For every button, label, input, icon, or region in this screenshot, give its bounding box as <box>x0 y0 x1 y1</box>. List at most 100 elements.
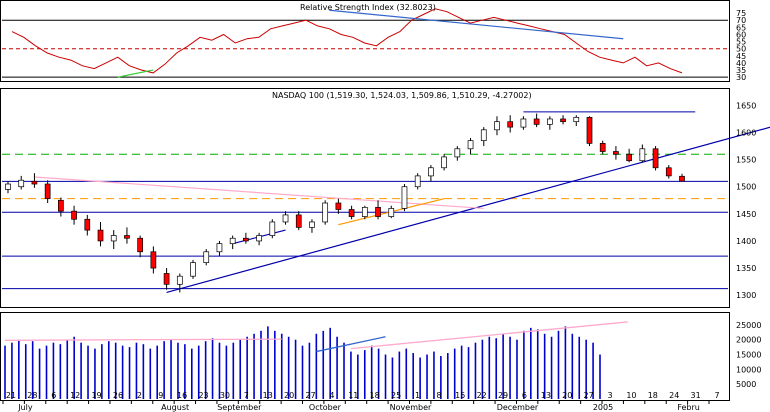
x-day-label: 15 <box>455 391 465 400</box>
candle-body <box>467 140 474 150</box>
candle-body <box>679 175 685 182</box>
candle-body <box>282 214 289 223</box>
candle-body <box>401 186 408 209</box>
price-ytick-label: 1550 <box>736 156 756 165</box>
x-day-label: 13 <box>263 391 273 400</box>
candle-body <box>361 206 368 217</box>
x-day-label: 20 <box>562 391 572 400</box>
x-day-label: 26 <box>113 391 123 400</box>
rsi-trendline-0 <box>329 9 624 40</box>
x-day-label: 18 <box>370 391 380 400</box>
x-day-label: 9 <box>158 391 163 400</box>
x-month-label: August <box>161 403 189 412</box>
x-month-label: October <box>309 403 342 412</box>
rsi-ytick-label: 45 <box>736 52 746 61</box>
candle-body <box>414 175 421 188</box>
x-day-label: 3 <box>607 391 612 400</box>
volume-trendline-2 <box>316 336 386 353</box>
candle-body <box>560 118 566 123</box>
candle-body <box>441 156 447 169</box>
candle-body <box>613 151 619 155</box>
candle-body <box>256 235 262 242</box>
x-month-label: November <box>390 403 432 412</box>
candle-body <box>573 116 580 123</box>
x-day-label: 7 <box>714 391 719 400</box>
rsi-trendline-1 <box>117 69 154 78</box>
candle-body <box>190 262 196 277</box>
x-day-label: 11 <box>348 391 358 400</box>
x-month-label: December <box>497 403 539 412</box>
x-day-label: 7 <box>244 391 249 400</box>
candle-body <box>5 183 11 190</box>
volume-panel-frame <box>0 312 730 401</box>
rsi-ytick-label: 30 <box>736 73 746 82</box>
candle-body <box>44 183 51 200</box>
candle-body <box>124 235 130 239</box>
price-trendline-0 <box>166 126 770 294</box>
candle-body <box>18 179 25 188</box>
volume-trendline-1 <box>350 321 628 350</box>
candle-body <box>269 221 276 236</box>
x-month-label: September <box>217 403 262 412</box>
candle-body <box>652 148 659 169</box>
x-axis: 21 28 6 12 19 26 2 9 16 23 30 7 13 20 27 4 11 18 25 1 8 15 22 2… <box>2 391 720 412</box>
x-day-label: 22 <box>477 391 487 400</box>
candle-body <box>309 221 315 228</box>
candle-body <box>71 210 77 220</box>
candle-body <box>546 118 553 125</box>
rsi-ytick-label: 40 <box>736 59 746 68</box>
x-day-label: 23 <box>198 391 208 400</box>
x-day-label: 27 <box>584 391 594 400</box>
candle-body <box>163 273 170 285</box>
candle-body <box>533 118 540 125</box>
volume-ytick-label: 10000 <box>736 365 761 374</box>
x-day-label: 24 <box>669 391 679 400</box>
candle-body <box>84 218 91 231</box>
price-panel: 1650 1600 1550 1500 1450 1400 1350 1300 <box>2 101 770 300</box>
x-day-label: 2 <box>137 391 142 400</box>
candle-body <box>507 121 514 128</box>
candle-body <box>243 237 249 242</box>
rsi-title: Relative Strength Index (32.8023) <box>300 3 436 12</box>
x-month-label: July <box>17 403 33 412</box>
candle-body <box>216 243 223 253</box>
x-day-label: 19 <box>91 391 101 400</box>
rsi-panel-frame <box>0 0 730 82</box>
x-month-label: Febru <box>677 403 700 412</box>
x-day-label: 29 <box>498 391 508 400</box>
x-day-label: 1 <box>415 391 420 400</box>
candle-body <box>295 214 302 228</box>
candle-body <box>150 251 157 269</box>
candle-body <box>639 148 646 162</box>
x-day-label: 12 <box>70 391 80 400</box>
volume-ytick-label: 5000 <box>736 380 756 389</box>
rsi-ytick-label: 75 <box>736 9 746 18</box>
volume-ytick-label: 20000 <box>736 336 761 345</box>
rsi-ytick-label: 35 <box>736 66 746 75</box>
candle-body <box>110 235 117 242</box>
candle-body <box>388 208 395 217</box>
candle-body <box>494 121 500 131</box>
volume-ytick-label: 15000 <box>736 351 761 360</box>
candle-body <box>480 129 487 142</box>
volume-panel: 25000 20000 15000 10000 5000 <box>4 321 761 399</box>
candle-body <box>176 275 183 285</box>
price-ytick-label: 1600 <box>736 129 756 138</box>
price-title: NASDAQ 100 (1,519.30, 1,524.03, 1,509.86… <box>272 91 532 100</box>
price-ytick-label: 1450 <box>736 210 756 219</box>
candle-body <box>322 202 329 223</box>
candle-body <box>428 167 434 177</box>
price-ytick-label: 1650 <box>736 101 756 110</box>
price-panel-frame <box>0 88 730 308</box>
rsi-ytick-label: 55 <box>736 38 746 47</box>
candle-body <box>586 116 593 144</box>
candle-body <box>137 237 144 253</box>
x-day-label: 25 <box>391 391 401 400</box>
candle-body <box>665 167 672 177</box>
candle-body <box>626 153 632 162</box>
x-day-label: 27 <box>305 391 315 400</box>
candle-body <box>229 237 236 245</box>
